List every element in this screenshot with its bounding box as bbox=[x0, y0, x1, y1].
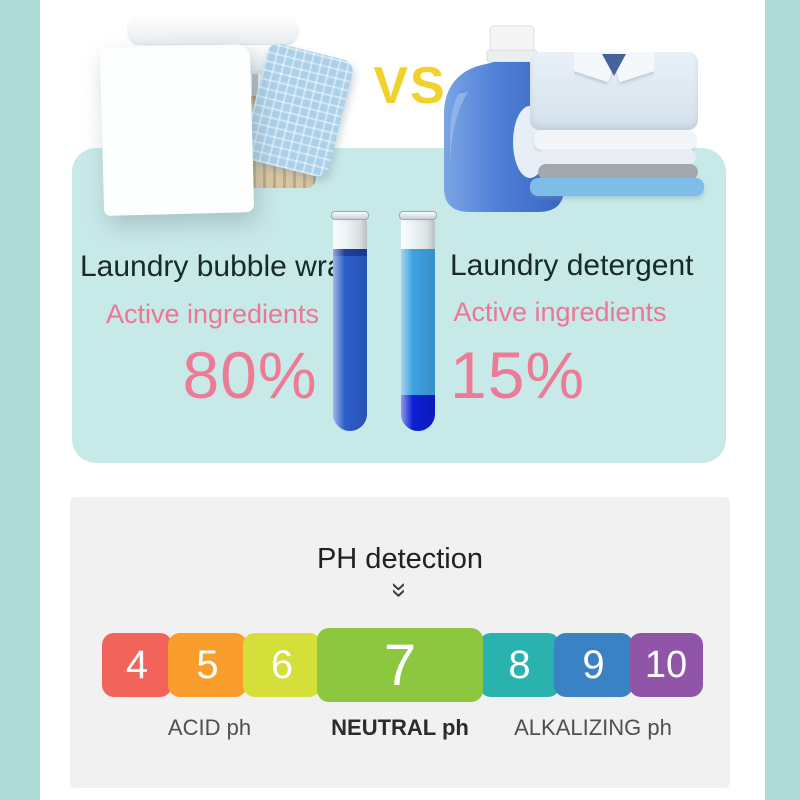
laundry-sheet-image bbox=[99, 44, 255, 216]
folded-layer bbox=[538, 149, 696, 165]
test-tube-highlight bbox=[401, 218, 435, 431]
ph-zone-label-alkalizing: ALKALIZING ph bbox=[514, 715, 672, 740]
left-product-title: Laundry bubble wrap bbox=[80, 250, 361, 283]
ph-segment-8: 8 bbox=[479, 633, 560, 697]
right-product-title: Laundry detergent bbox=[450, 249, 694, 282]
ph-segment-5: 5 bbox=[168, 633, 247, 697]
right-edge-strip bbox=[765, 0, 800, 800]
left-subtitle: Active ingredients bbox=[105, 299, 320, 329]
ph-segment-10: 10 bbox=[629, 633, 703, 697]
ph-zone-label-neutral: NEUTRAL ph bbox=[331, 715, 469, 740]
chevron-double-down-icon: » bbox=[384, 582, 416, 598]
test-tube-rim bbox=[399, 211, 437, 220]
left-percentage: 80% bbox=[182, 338, 318, 412]
ph-zone-label-acid: ACID ph bbox=[167, 715, 252, 740]
folded-layer bbox=[538, 164, 698, 180]
test-tube-right bbox=[399, 211, 437, 431]
ph-section-title: PH detection bbox=[316, 543, 484, 575]
test-tube-rim bbox=[331, 211, 369, 220]
folded-white-towel-image bbox=[128, 14, 298, 44]
left-edge-strip bbox=[0, 0, 40, 800]
test-tube-highlight bbox=[333, 218, 367, 431]
ph-segment-4: 4 bbox=[102, 633, 172, 697]
ph-segment-6: 6 bbox=[243, 633, 321, 697]
folded-layer bbox=[534, 130, 696, 150]
folded-layer bbox=[530, 178, 704, 196]
vs-label: VS bbox=[373, 57, 447, 115]
right-percentage: 15% bbox=[450, 338, 586, 412]
folded-shirt-image bbox=[530, 52, 698, 130]
ph-segment-9: 9 bbox=[554, 633, 633, 697]
folded-shirts-image bbox=[524, 46, 704, 196]
right-subtitle: Active ingredients bbox=[453, 297, 667, 327]
test-tube-left bbox=[331, 211, 369, 431]
ph-scale: 4 5 6 7 8 9 10 bbox=[102, 628, 703, 702]
ph-segment-7: 7 bbox=[317, 628, 483, 702]
